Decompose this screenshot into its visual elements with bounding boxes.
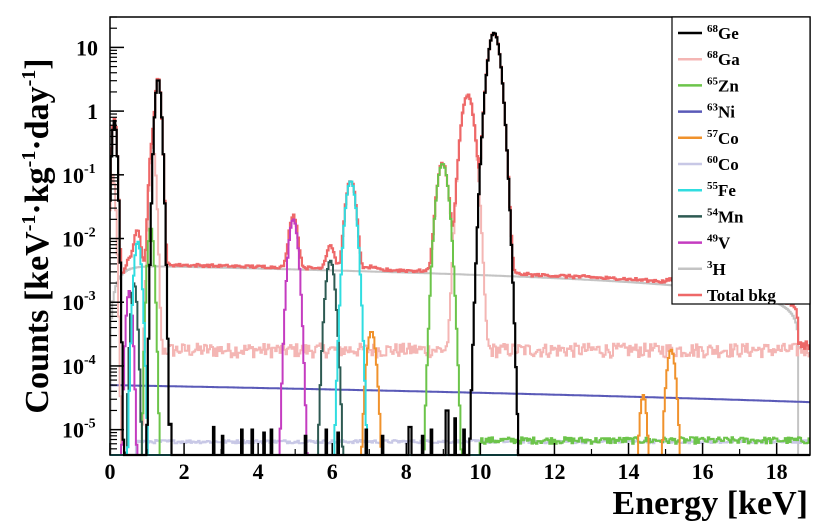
x-tick-label: 12	[543, 459, 565, 484]
chart-legend: 68Ge 68Ga 65Zn 63Ni 57Co 60Co 55Fe 54Mn 49V 3H Tot…	[671, 16, 811, 305]
y-tick-label: 10-1	[62, 162, 96, 188]
y-tick-label: 10-5	[62, 417, 96, 443]
legend-box	[671, 16, 811, 305]
legend-label-v49: 49V	[707, 233, 731, 253]
x-tick-label: 10	[469, 459, 491, 484]
y-axis-label-part-1: -1	[18, 215, 40, 232]
x-tick-label: 2	[179, 459, 190, 484]
y-tick-label: 10-4	[62, 353, 96, 379]
x-axis: 0 2 4 6 8 10 12 14 16 18	[105, 443, 788, 484]
legend-label-mn54: 54Mn	[707, 206, 744, 226]
legend-label-co57: 57Co	[707, 128, 739, 148]
legend-label-total: Total bkg	[707, 286, 776, 305]
series-line-ni63	[110, 384, 810, 404]
y-axis-label-part-5: -1	[18, 70, 40, 87]
y-tick-label: 10-2	[62, 226, 96, 252]
legend-label-ni63: 63Ni	[707, 102, 735, 122]
legend-label-fe55: 55Fe	[707, 180, 736, 200]
legend-label-ga68: 68Ga	[707, 49, 740, 69]
y-tick-label: 10-3	[62, 289, 96, 315]
x-tick-label: 18	[766, 459, 788, 484]
y-axis-label-part-3: -1	[18, 151, 40, 168]
legend-label-ge68: 68Ge	[707, 23, 739, 43]
y-axis-label-part-6: ]	[19, 58, 56, 69]
x-tick-label: 6	[327, 459, 338, 484]
y-axis: 10-5 10-4 10-3 10-2 10-1 1 10	[62, 16, 124, 450]
legend-label-zn65: 65Zn	[707, 75, 739, 95]
legend-label-h3: 3H	[707, 259, 726, 279]
x-tick-label: 14	[618, 459, 640, 484]
y-tick-label: 10	[76, 35, 98, 60]
x-tick-label: 8	[401, 459, 412, 484]
x-tick-label: 16	[692, 459, 714, 484]
x-tick-label: 4	[253, 459, 264, 484]
x-axis-label: Energy [keV]	[613, 485, 808, 522]
y-tick-label: 1	[87, 99, 98, 124]
x-tick-label: 0	[105, 459, 116, 484]
y-axis-label-part-4: ·day	[19, 86, 56, 150]
y-axis-label-part-0: Counts [keV	[19, 231, 56, 414]
y-axis-label: Counts [keV-1·kg-1·day-1]	[18, 58, 56, 413]
legend-label-co60: 60Co	[707, 154, 739, 174]
y-axis-label-part-2: ·kg	[19, 167, 56, 214]
